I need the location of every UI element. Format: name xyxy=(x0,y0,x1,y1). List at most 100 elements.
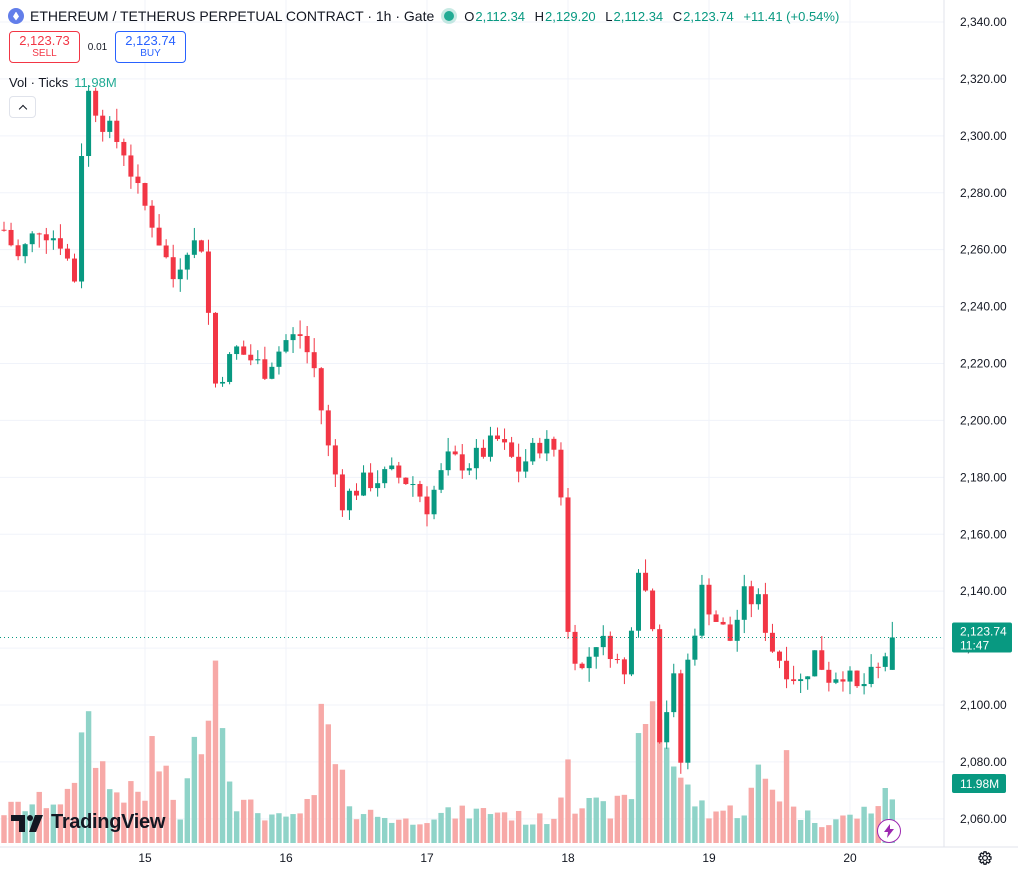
volume-bar xyxy=(156,771,162,843)
volume-bar xyxy=(382,817,388,843)
candle-body xyxy=(762,594,768,633)
candle-body xyxy=(255,359,261,361)
volume-bar xyxy=(614,795,621,843)
volume-bar xyxy=(656,719,663,843)
candle-body xyxy=(283,340,289,352)
candle-body xyxy=(692,635,698,660)
buy-button[interactable]: 2,123.74 BUY xyxy=(115,31,186,63)
gear-icon[interactable] xyxy=(975,848,995,868)
volume-bar xyxy=(797,819,804,843)
volume-bar xyxy=(854,818,860,843)
volume-bar xyxy=(311,795,317,843)
high-value: 2,129.20 xyxy=(545,8,596,24)
candles xyxy=(1,85,895,774)
candle-body xyxy=(812,650,818,677)
candle-body xyxy=(177,269,183,280)
lightning-icon[interactable] xyxy=(877,819,901,843)
candle-body xyxy=(142,183,148,206)
volume-bar xyxy=(755,764,762,843)
volume-bar xyxy=(92,767,99,843)
price-tick-label: 2,220.00 xyxy=(960,357,1007,371)
volume-bar xyxy=(431,819,437,843)
volume-bar xyxy=(438,812,444,843)
candle-body xyxy=(466,468,472,471)
candle-body xyxy=(135,176,141,184)
close-label: C xyxy=(672,8,683,24)
volume-bar xyxy=(544,824,550,843)
candle-body xyxy=(170,257,176,280)
volume-bar xyxy=(501,812,508,843)
volume-bar xyxy=(826,825,832,843)
candle-body xyxy=(847,670,853,682)
candle-body xyxy=(248,354,254,361)
candle-body xyxy=(57,238,63,249)
candle-body xyxy=(706,584,712,615)
sell-button[interactable]: 2,123.73 SELL xyxy=(9,31,80,63)
symbol-title[interactable]: ETHEREUM / TETHERUS PERPETUAL CONTRACT ·… xyxy=(30,8,435,24)
time-tick-label: 16 xyxy=(279,851,293,865)
candle-body xyxy=(699,584,705,636)
volume-bar xyxy=(346,806,353,843)
candle-body xyxy=(389,465,395,470)
volume-bar xyxy=(1,815,7,843)
volume-bar xyxy=(135,791,141,843)
volume-bar xyxy=(664,747,670,843)
candle-body xyxy=(361,472,367,496)
candle-body xyxy=(128,155,134,177)
candle-body xyxy=(354,490,359,496)
candle-body xyxy=(840,679,846,682)
candle-body xyxy=(600,635,606,648)
volume-bar xyxy=(579,808,585,843)
candle-body xyxy=(664,712,670,743)
volume-bar xyxy=(720,810,726,843)
volume-bar xyxy=(586,797,592,843)
time-tick-label: 17 xyxy=(420,851,434,865)
candle-body xyxy=(459,454,465,471)
volume-bar xyxy=(15,801,21,843)
tradingview-logo[interactable]: TradingView xyxy=(11,811,165,834)
candle-body xyxy=(502,439,508,443)
candle-body xyxy=(777,651,782,661)
volume-bar xyxy=(8,801,14,843)
high-label: H xyxy=(534,8,545,24)
volume-bar xyxy=(685,784,691,843)
sell-price: 2,123.73 xyxy=(19,33,70,48)
volume-bar xyxy=(71,782,78,843)
candle-body xyxy=(36,233,42,235)
volume-bar xyxy=(297,813,303,843)
candle-body xyxy=(156,227,162,246)
collapse-legend-button[interactable] xyxy=(9,96,36,118)
volume-bar xyxy=(671,766,677,843)
candle-body xyxy=(290,334,296,341)
candle-body xyxy=(64,248,70,259)
candle-body xyxy=(410,484,416,486)
last-volume-label: 11.98M xyxy=(960,777,999,791)
candle-body xyxy=(572,631,578,664)
volume-bar xyxy=(558,797,564,843)
candle-body xyxy=(431,489,437,515)
volume-bar xyxy=(783,750,790,843)
price-tick-label: 2,260.00 xyxy=(960,243,1007,257)
volume-bar xyxy=(530,824,536,843)
volume-bar xyxy=(868,813,874,843)
price-tick-label: 2,300.00 xyxy=(960,129,1007,143)
price-tick-label: 2,140.00 xyxy=(960,584,1007,598)
candle-body xyxy=(678,673,684,763)
volume-bar xyxy=(861,806,867,843)
candle-body xyxy=(473,447,479,469)
candle-body xyxy=(396,465,402,478)
candle-body xyxy=(191,240,197,255)
volume-bar xyxy=(833,819,839,843)
volume-bar xyxy=(537,813,543,843)
candle-body xyxy=(452,451,458,455)
candle-body xyxy=(325,410,331,446)
candle-body xyxy=(621,659,627,675)
candle-body xyxy=(445,451,451,471)
candle-body xyxy=(311,352,317,369)
volume-legend[interactable]: Vol · Ticks 11.98M xyxy=(9,75,117,90)
candle-body xyxy=(227,354,233,382)
volume-bar xyxy=(790,806,797,843)
candle-body xyxy=(784,660,790,680)
